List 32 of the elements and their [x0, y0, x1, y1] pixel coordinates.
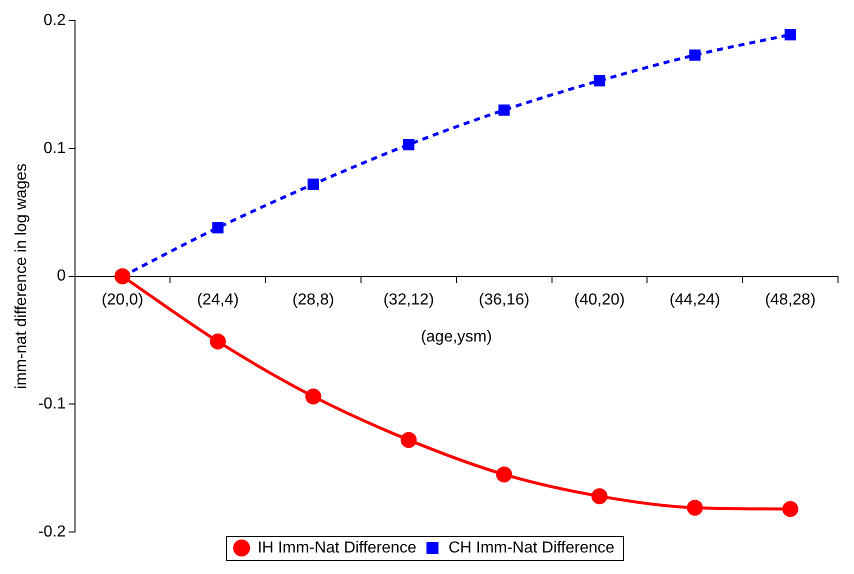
x-tick-label: (32,12) [383, 291, 434, 308]
legend-label: CH Imm-Nat Difference [448, 539, 615, 556]
point [403, 138, 414, 150]
y-tick-label: -0.2 [38, 523, 66, 540]
point [496, 466, 512, 482]
x-tick-label: (24,4) [196, 291, 239, 308]
y-tick-label: -0.1 [38, 396, 66, 413]
x-tick-label: (48,28) [764, 291, 816, 308]
y-tick-label: 0.2 [44, 12, 66, 30]
x-tick-label: (40,20) [574, 291, 625, 308]
point [400, 432, 417, 448]
point [305, 388, 322, 404]
y-tick-label: 0 [56, 268, 66, 285]
point [782, 500, 798, 517]
point [784, 29, 796, 40]
point [686, 500, 703, 516]
x-tick-label: (44,24) [670, 291, 720, 308]
point [498, 104, 510, 116]
point [210, 334, 226, 350]
point [689, 49, 701, 61]
y-tick-label: 0.1 [44, 140, 66, 157]
point [212, 222, 224, 234]
point [594, 75, 606, 86]
y-axis-title: imm-nat difference in log wages [13, 164, 30, 390]
point [591, 488, 608, 504]
x-tick-label: (20,0) [102, 291, 144, 308]
x-tick-label: (36,16) [478, 291, 530, 308]
point [114, 268, 130, 284]
x-axis-title: (age,ysm) [420, 328, 492, 346]
x-tick-label: (28,8) [292, 291, 334, 308]
legend-label: IH Imm-Nat Difference [258, 539, 417, 556]
point [308, 178, 319, 190]
